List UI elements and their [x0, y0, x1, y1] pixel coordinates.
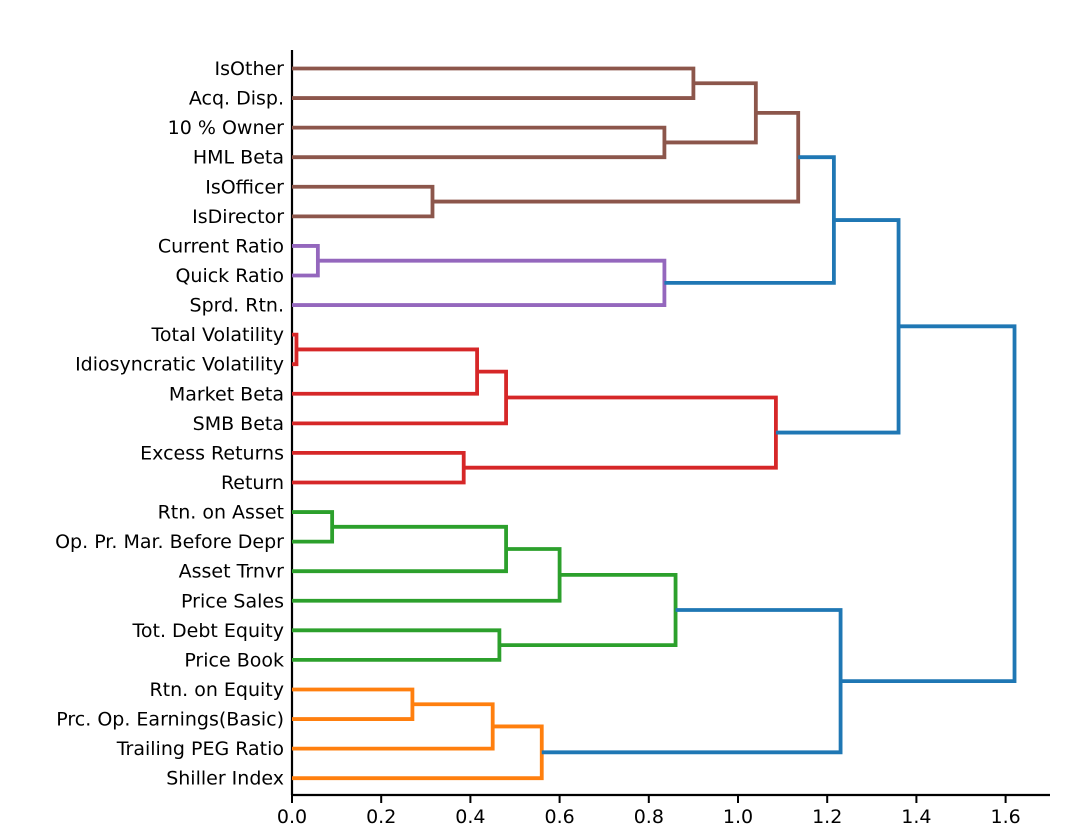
leaf-label: Tot. Debt Equity — [132, 620, 284, 642]
leaf-label: Price Book — [184, 649, 284, 671]
leaf-label: 10 % Owner — [168, 117, 285, 139]
x-tick-label: 0.6 — [544, 806, 574, 828]
leaf-label: Idiosyncratic Volatility — [75, 354, 284, 376]
dendrogram-link-orange3 — [292, 724, 544, 781]
dendrogram-link-blue2 — [775, 218, 901, 435]
dendrogram-link-brown4 — [292, 184, 435, 219]
dendrogram-link-brown3 — [664, 81, 758, 145]
dendrogram-link-orange2 — [292, 702, 495, 751]
x-tick-label: 1.6 — [990, 806, 1020, 828]
leaf-label: Excess Returns — [140, 442, 284, 464]
x-tick-label: 1.0 — [723, 806, 753, 828]
x-tick-label: 1.2 — [812, 806, 842, 828]
leaf-label: IsDirector — [192, 206, 284, 228]
leaf-label: SMB Beta — [193, 413, 284, 435]
leaf-label: Price Sales — [181, 590, 284, 612]
leaf-label: Return — [221, 472, 284, 494]
x-tick-label: 0.2 — [366, 806, 396, 828]
dendrogram-link-red4 — [292, 451, 466, 485]
dendrogram-link-brown2 — [292, 125, 667, 160]
dendrogram-link-purple2 — [292, 258, 667, 307]
dendrogram-link-orange1 — [292, 687, 415, 721]
leaf-label: Trailing PEG Ratio — [116, 738, 284, 760]
leaf-label: Sprd. Rtn. — [190, 295, 284, 317]
leaf-label: Total Volatility — [151, 324, 284, 346]
dendrogram-link-brown1 — [292, 66, 696, 100]
leaf-label: Asset Trnvr — [179, 561, 285, 583]
x-tick-label: 0.0 — [277, 806, 307, 828]
x-tick-label: 1.4 — [901, 806, 931, 828]
dendrogram-link-green3 — [292, 547, 562, 603]
leaf-label: Op. Pr. Mar. Before Depr — [55, 531, 284, 553]
leaf-label: Rtn. on Equity — [149, 679, 284, 701]
dendrogram-link-red5 — [463, 395, 778, 470]
dendrogram-link-green2 — [292, 524, 508, 574]
leaf-label: Quick Ratio — [175, 265, 284, 287]
dendrogram-link-blue1 — [664, 155, 836, 285]
leaf-label: HML Beta — [193, 147, 284, 169]
leaf-label: Current Ratio — [158, 235, 284, 257]
dendrogram-link-red3 — [292, 369, 508, 426]
x-tick-label: 0.4 — [455, 806, 485, 828]
dendrogram-link-green1 — [292, 510, 335, 544]
leaf-label: IsOfficer — [205, 176, 284, 198]
dendrogram-link-green5 — [499, 572, 678, 648]
leaf-label: Shiller Index — [166, 768, 284, 790]
dendrogram-link-root — [840, 324, 1017, 684]
leaf-label: Acq. Disp. — [189, 88, 284, 110]
leaf-label: Rtn. on Asset — [158, 502, 284, 524]
dendrogram-link-red2 — [292, 347, 479, 396]
x-tick-label: 0.8 — [634, 806, 664, 828]
dendrogram-link-purple1 — [292, 244, 320, 278]
leaf-label: IsOther — [215, 58, 285, 80]
dendrogram-link-green4 — [292, 628, 502, 662]
leaf-label: Market Beta — [169, 383, 284, 405]
dendrogram-link-blue3 — [541, 608, 843, 755]
leaf-label: Prc. Op. Earnings(Basic) — [56, 709, 284, 731]
